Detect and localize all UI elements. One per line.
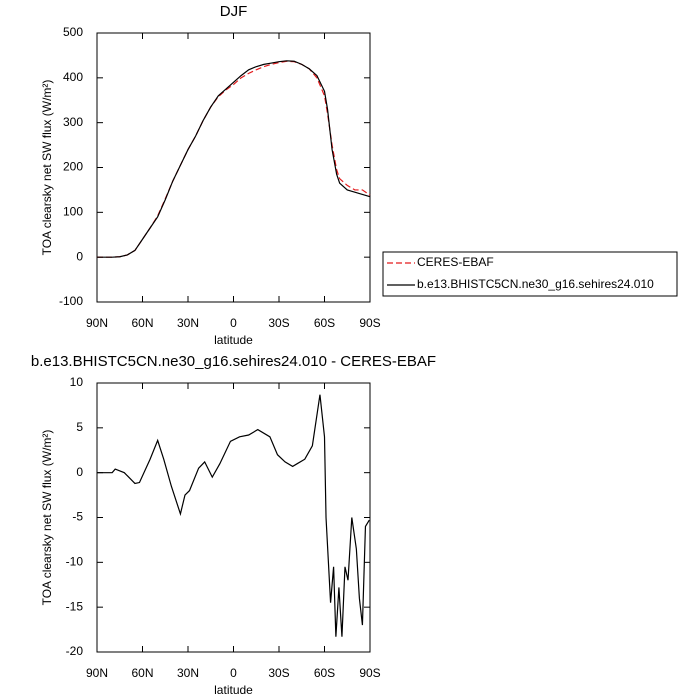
x-tick-label: 0 xyxy=(230,666,237,680)
plot-frame xyxy=(96,382,371,653)
x-tick-label: 30N xyxy=(177,316,199,330)
y-tick-label: 200 xyxy=(63,160,83,174)
y-tick-label: 300 xyxy=(63,115,83,129)
y-tick-label: 0 xyxy=(76,465,83,479)
chart-title: DJF xyxy=(220,3,248,20)
x-tick-label: 0 xyxy=(230,316,237,330)
y-axis-label: TOA clearsky net SW flux (W/m²) xyxy=(40,80,54,256)
x-tick-label: 60S xyxy=(314,666,335,680)
data-line xyxy=(97,60,371,258)
legend-label: b.e13.BHISTC5CN.ne30_g16.sehires24.010 xyxy=(417,277,654,291)
data-line xyxy=(97,394,370,637)
y-tick-label: -100 xyxy=(59,294,83,308)
y-tick-label: 100 xyxy=(63,205,83,219)
plot-frame xyxy=(96,32,371,303)
x-tick-label: 30S xyxy=(268,316,289,330)
y-tick-label: 500 xyxy=(63,25,83,39)
x-tick-label: 60N xyxy=(131,316,153,330)
legend-box xyxy=(382,251,678,297)
y-tick-label: 0 xyxy=(76,249,83,263)
y-axis-label: TOA clearsky net SW flux (W/m²) xyxy=(40,430,54,606)
data-line xyxy=(97,60,371,258)
y-tick-label: -20 xyxy=(66,644,84,658)
y-tick-label: 400 xyxy=(63,70,83,84)
x-axis-label: latitude xyxy=(214,333,253,347)
x-tick-label: 90S xyxy=(359,316,380,330)
y-tick-label: 5 xyxy=(76,420,83,434)
y-tick-label: -10 xyxy=(66,555,84,569)
x-tick-label: 90N xyxy=(86,666,108,680)
x-tick-label: 30S xyxy=(268,666,289,680)
y-tick-label: -5 xyxy=(72,510,83,524)
x-tick-label: 60S xyxy=(314,316,335,330)
x-axis-label: latitude xyxy=(214,683,253,697)
x-tick-label: 30N xyxy=(177,666,199,680)
x-tick-label: 90N xyxy=(86,316,108,330)
y-tick-label: 10 xyxy=(70,375,84,389)
legend-label: CERES-EBAF xyxy=(417,255,494,269)
x-tick-label: 90S xyxy=(359,666,380,680)
chart-title: b.e13.BHISTC5CN.ne30_g16.sehires24.010 -… xyxy=(31,353,436,370)
y-tick-label: -15 xyxy=(66,599,84,613)
x-tick-label: 60N xyxy=(131,666,153,680)
